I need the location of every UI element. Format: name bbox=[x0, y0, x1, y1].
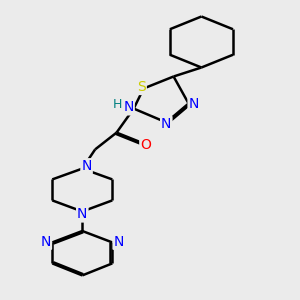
Text: N: N bbox=[161, 117, 172, 131]
Text: N: N bbox=[123, 100, 134, 114]
Text: N: N bbox=[81, 159, 92, 173]
Text: N: N bbox=[113, 235, 124, 249]
Text: N: N bbox=[77, 208, 88, 221]
Text: S: S bbox=[137, 80, 146, 94]
Text: N: N bbox=[188, 97, 199, 110]
Text: N: N bbox=[41, 235, 51, 249]
Text: O: O bbox=[140, 138, 151, 152]
Text: H: H bbox=[113, 98, 122, 112]
